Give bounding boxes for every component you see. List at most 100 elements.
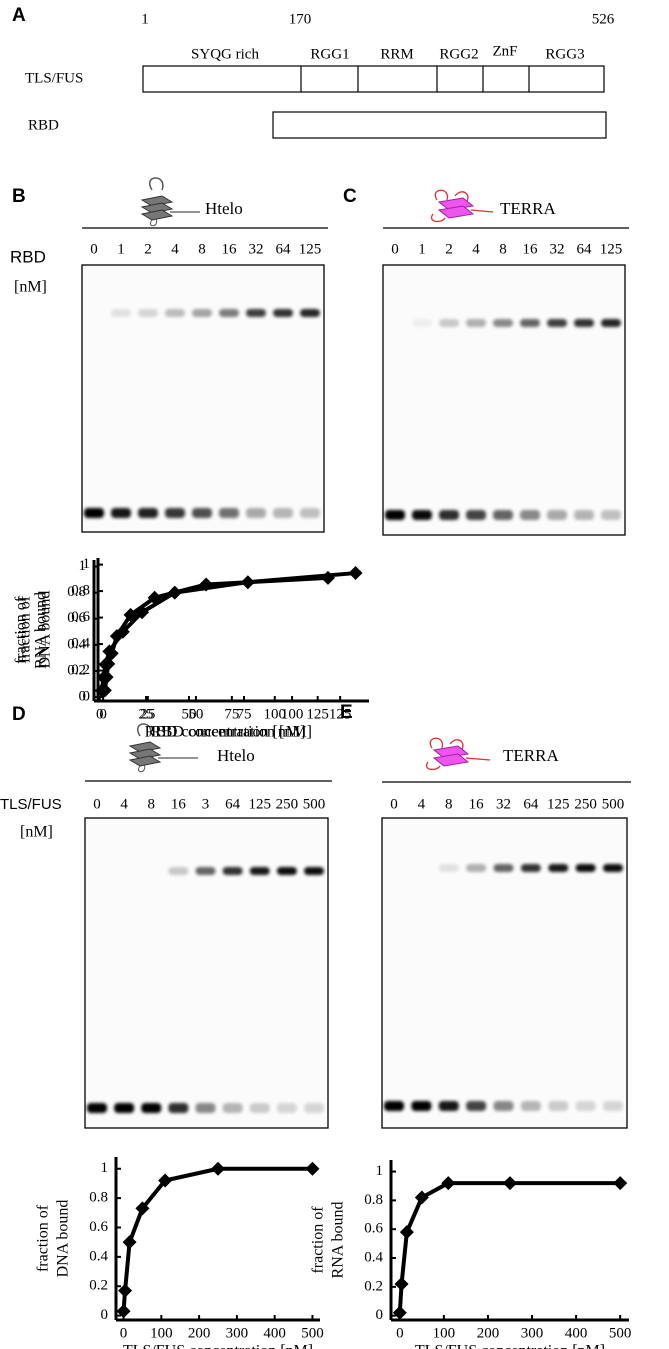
domain-label: RRM — [380, 46, 413, 62]
bound-band — [412, 319, 432, 327]
lane-label: 500 — [303, 796, 326, 812]
y-axis-label: fraction of — [13, 596, 30, 664]
data-point — [135, 1201, 150, 1216]
position: 1 — [141, 11, 149, 27]
bound-band — [547, 319, 567, 327]
y-tick-label: 0 — [376, 1307, 384, 1323]
x-tick-label: 500 — [301, 1325, 324, 1341]
x-tick-label: 200 — [188, 1325, 211, 1341]
row-label: RBD — [10, 247, 46, 266]
lane-label: 0 — [390, 796, 398, 812]
bound-band — [466, 319, 486, 327]
free-band — [548, 1101, 569, 1111]
free-band — [601, 510, 621, 520]
lane-label: 250 — [574, 796, 597, 812]
protein-label: TLS/FUS — [25, 70, 83, 86]
lane-label: 0 — [391, 241, 399, 257]
lane-label: 0 — [90, 241, 98, 257]
x-tick-label: 75 — [224, 706, 239, 722]
y-tick-label: 0.2 — [364, 1278, 383, 1294]
x-tick-label: 125 — [329, 706, 352, 722]
y-tick-label: 0.2 — [71, 662, 90, 678]
lane-label: 64 — [523, 796, 539, 812]
row-unit: [nM] — [14, 279, 47, 296]
data-point — [116, 1304, 131, 1319]
data-point — [96, 670, 111, 685]
domain-label: ZnF — [492, 43, 517, 59]
lane-label: 16 — [171, 796, 187, 812]
data-point — [211, 1161, 225, 1176]
probe-label: TERRA — [500, 199, 556, 218]
probe-label: Htelo — [205, 199, 243, 218]
bound-band — [493, 864, 514, 872]
x-tick-label: 100 — [281, 706, 304, 722]
lane-label: 2 — [445, 241, 453, 257]
bound-band — [192, 309, 212, 317]
y-axis-label: RNA bound — [33, 592, 50, 669]
y-axis-label: DNA bound — [37, 591, 54, 669]
x-axis-label: RBD concentration [nM] — [151, 724, 312, 741]
bound-band — [466, 864, 487, 872]
x-tick-label: 400 — [565, 1325, 588, 1341]
data-point — [158, 1173, 173, 1188]
bound-band — [276, 867, 297, 875]
free-band — [412, 510, 432, 520]
free-band — [466, 1101, 487, 1111]
bound-band — [574, 319, 594, 327]
free-band — [222, 1103, 243, 1113]
x-axis-label: TLS/FUS concentration [nM] — [415, 1343, 605, 1349]
y-tick-label: 0 — [79, 689, 87, 705]
lane-label: 64 — [577, 241, 593, 257]
x-tick-label: 300 — [226, 1325, 249, 1341]
data-point — [94, 683, 109, 698]
x-tick-label: 0 — [99, 706, 107, 722]
free-band — [84, 508, 104, 518]
bound-band — [219, 309, 239, 317]
y-tick-label: 0.6 — [67, 610, 86, 626]
lane-label: 16 — [469, 796, 485, 812]
free-band — [165, 508, 185, 518]
data-point — [441, 1176, 456, 1191]
data-point — [392, 1305, 407, 1320]
free-band — [493, 1101, 514, 1111]
lane-label: 32 — [496, 796, 511, 812]
free-band — [87, 1103, 107, 1113]
free-band — [111, 508, 131, 518]
data-point — [320, 570, 335, 585]
y-tick-label: 0.6 — [71, 609, 90, 625]
y-tick-label: 1 — [101, 1160, 109, 1176]
free-band — [438, 1101, 459, 1111]
bound-band — [439, 319, 459, 327]
free-band — [603, 1101, 623, 1111]
y-axis-label: DNA bound — [55, 1200, 72, 1278]
x-tick-label: 100 — [150, 1325, 173, 1341]
free-band — [439, 510, 459, 520]
position: 170 — [289, 11, 312, 27]
gel — [81, 264, 325, 533]
lane-label: 64 — [276, 241, 292, 257]
domain-label: SYQG rich — [191, 46, 259, 62]
terra-icon — [425, 737, 491, 771]
panel-letter: B — [12, 186, 26, 207]
x-tick-label: 500 — [609, 1325, 632, 1341]
y-tick-label: 0.8 — [89, 1190, 108, 1206]
free-band — [300, 508, 320, 518]
lane-label: 2 — [144, 241, 152, 257]
fit-line — [102, 575, 329, 691]
free-band — [385, 510, 405, 520]
free-band — [411, 1101, 432, 1111]
data-point — [613, 1176, 628, 1191]
free-band — [304, 1103, 324, 1113]
lane-label: 4 — [472, 241, 480, 257]
free-band — [520, 510, 540, 520]
domain-label: RGG3 — [545, 46, 584, 62]
lane-label: 16 — [222, 241, 238, 257]
lane-label: 64 — [225, 796, 241, 812]
free-band — [466, 510, 486, 520]
x-tick-label: 25 — [140, 706, 155, 722]
data-point — [414, 1190, 429, 1205]
y-tick-label: 0 — [101, 1307, 109, 1323]
data-point — [305, 1161, 320, 1176]
y-axis-label: RNA bound — [330, 1202, 347, 1279]
